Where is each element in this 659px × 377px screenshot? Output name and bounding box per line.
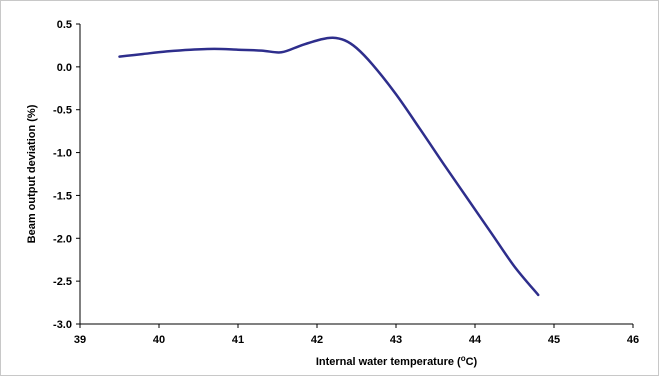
x-tick-label: 46 [627,334,639,346]
x-axis-title-sup: o [461,354,466,363]
x-axis-title-main: Internal water temperature ( [316,356,461,368]
y-tick-label: -2.0 [53,233,72,245]
y-tick-label: -1.0 [53,148,72,160]
x-tick-label: 41 [232,334,244,346]
y-tick-label: -1.5 [53,190,72,202]
x-tick-label: 39 [74,334,86,346]
x-axis-title-tail: C) [466,356,478,368]
x-tick-label: 43 [390,334,402,346]
x-tick-label: 45 [548,334,560,346]
x-axis-title: Internal water temperature (oC) [316,354,478,368]
x-tick-label: 42 [311,334,323,346]
y-axis-title: Beam output deviation (%) [26,104,38,243]
y-tick-label: -0.5 [53,105,72,117]
y-ticks: 0.5 0.0 -0.5 -1.0 -1.5 -2.0 -2.5 -3.0 [53,19,80,331]
x-tick-label: 44 [469,334,482,346]
y-tick-label: 0.0 [57,62,72,74]
x-tick-label: 40 [153,334,165,346]
y-tick-label: -3.0 [53,319,72,331]
x-ticks: 39 40 41 42 43 44 45 46 [74,324,639,346]
y-tick-label: 0.5 [57,19,72,31]
y-tick-label: -2.5 [53,276,72,288]
series-line [118,36,540,297]
